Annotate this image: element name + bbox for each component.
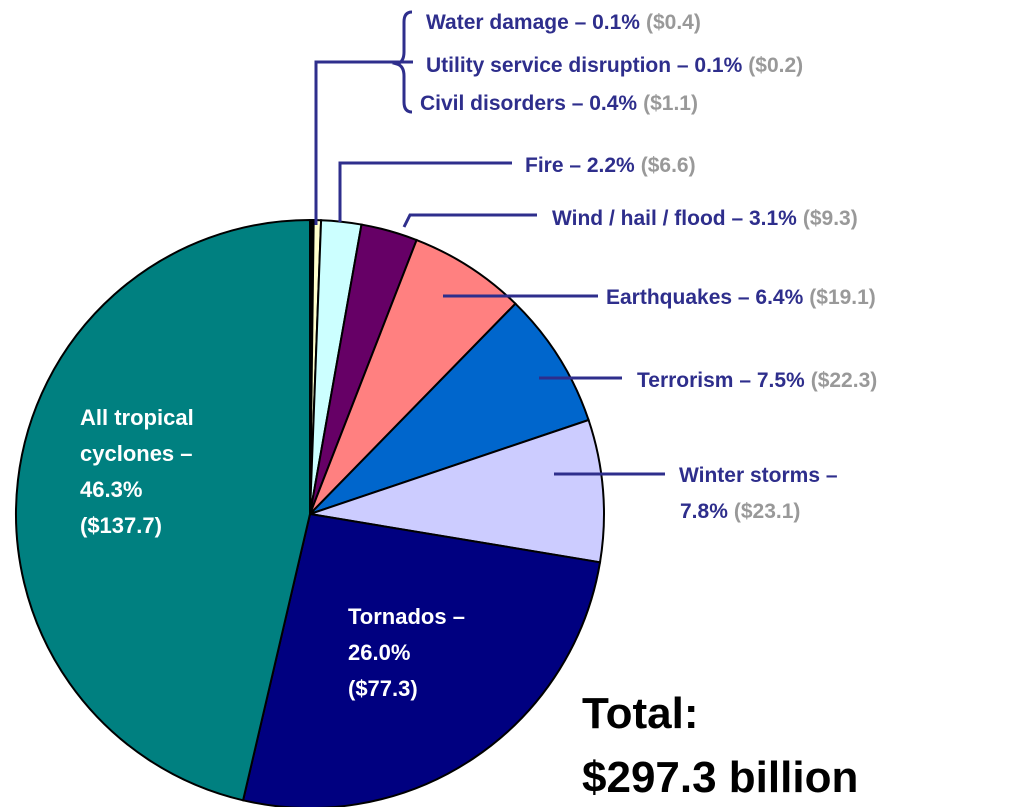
label-fire: Fire – 2.2% ($6.6) bbox=[525, 154, 696, 177]
label-cyclones-pct: 46.3% bbox=[80, 477, 142, 502]
pie-slice-terrorism bbox=[309, 302, 590, 515]
total-amount: $297.3 billion bbox=[582, 753, 858, 802]
label-wind-hail-flood: Wind / hail / flood – 3.1% ($9.3) bbox=[552, 207, 858, 230]
pie-slice-winter-storms bbox=[309, 418, 605, 564]
label-tornados-line1: Tornados – bbox=[348, 604, 465, 629]
label-cyclones-amount: ($137.7) bbox=[80, 513, 162, 538]
label-terrorism: Terrorism – 7.5% ($22.3) bbox=[637, 369, 877, 392]
label-tornados-amount: ($77.3) bbox=[348, 676, 418, 701]
leader-line-small-slices bbox=[314, 60, 413, 225]
leader-line-fire bbox=[338, 161, 512, 222]
brace-small-slices bbox=[391, 10, 413, 114]
pie-slice-tornados bbox=[241, 512, 602, 807]
label-tornados-pct: 26.0% bbox=[348, 640, 410, 665]
leader-line-wind bbox=[402, 213, 537, 228]
label-cyclones-line1: All tropical bbox=[80, 405, 194, 430]
total-label: Total: bbox=[582, 689, 699, 738]
pie-slice-all-tropical-cyclones bbox=[15, 218, 311, 802]
label-winter-storms: Winter storms – bbox=[679, 464, 838, 487]
leader-lines bbox=[314, 60, 665, 476]
label-water-damage: Water damage – 0.1% ($0.4) bbox=[426, 11, 701, 34]
label-cyclones: All tropical cyclones – 46.3% ($137.7) bbox=[80, 405, 194, 538]
label-civil-disorders: Civil disorders – 0.4% ($1.1) bbox=[420, 92, 698, 115]
label-cyclones-line2: cyclones – bbox=[80, 441, 193, 466]
label-winter-storms-values: 7.8% ($23.1) bbox=[680, 500, 800, 523]
pie-slices bbox=[15, 218, 605, 807]
pie-slice-earthquakes bbox=[309, 238, 517, 515]
label-utility-disruption: Utility service disruption – 0.1% ($0.2) bbox=[426, 54, 803, 77]
label-tornados: Tornados – 26.0% ($77.3) bbox=[348, 604, 465, 701]
label-earthquakes: Earthquakes – 6.4% ($19.1) bbox=[606, 286, 876, 309]
